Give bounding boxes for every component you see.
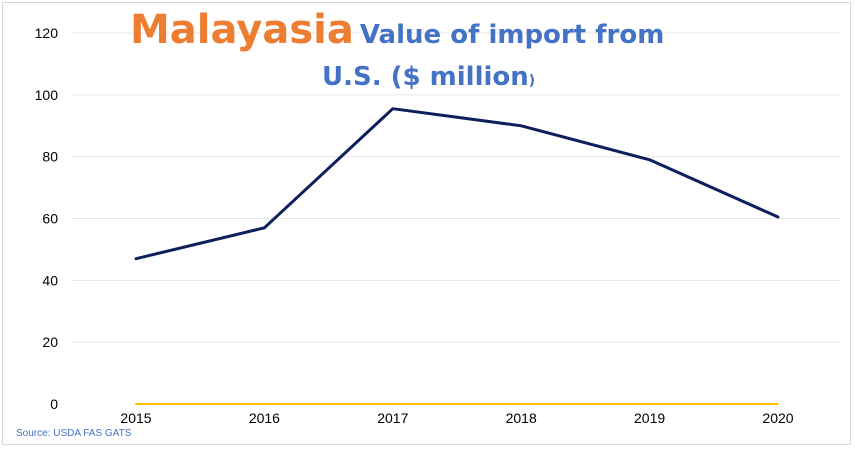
y-tick-label: 0 xyxy=(50,396,58,412)
title-line1: Value of import from xyxy=(359,20,665,50)
y-tick-label: 40 xyxy=(42,272,58,288)
y-tick-label: 80 xyxy=(42,149,58,165)
y-tick-label: 20 xyxy=(42,334,58,350)
title-line2-wrap: U.S. ($ million) xyxy=(322,62,535,92)
title-country: Malayasia xyxy=(130,7,354,53)
y-tick-label: 120 xyxy=(35,25,59,41)
title-line2-paren: ) xyxy=(528,73,536,89)
y-tick-label: 60 xyxy=(42,211,58,227)
y-tick-label: 100 xyxy=(35,87,59,103)
x-tick-label: 2015 xyxy=(120,410,151,426)
title-line2: U.S. ($ million xyxy=(322,62,529,92)
x-tick-label: 2019 xyxy=(634,410,665,426)
x-tick-label: 2016 xyxy=(249,410,280,426)
x-tick-label: 2017 xyxy=(377,410,408,426)
series-line-1 xyxy=(134,107,780,261)
x-tick-label: 2020 xyxy=(762,410,793,426)
source-note: Source: USDA FAS GATS xyxy=(16,428,132,439)
chart-title: Malayasia Value of import from xyxy=(130,10,770,50)
chart-frame xyxy=(2,2,851,445)
x-tick-label: 2018 xyxy=(506,410,537,426)
